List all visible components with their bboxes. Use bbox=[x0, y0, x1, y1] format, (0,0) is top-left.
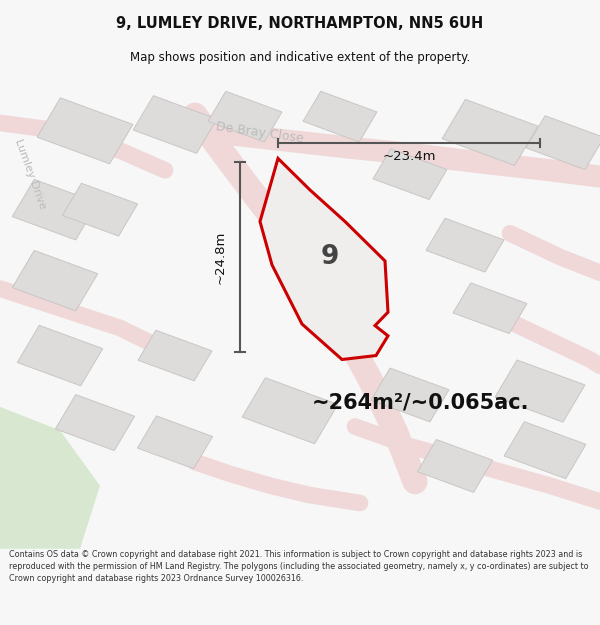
Polygon shape bbox=[12, 251, 98, 311]
Polygon shape bbox=[526, 116, 600, 169]
Text: ~264m²/~0.065ac.: ~264m²/~0.065ac. bbox=[311, 393, 529, 413]
Polygon shape bbox=[303, 91, 377, 142]
Text: 9, LUMLEY DRIVE, NORTHAMPTON, NN5 6UH: 9, LUMLEY DRIVE, NORTHAMPTON, NN5 6UH bbox=[116, 16, 484, 31]
Text: ~23.4m: ~23.4m bbox=[382, 151, 436, 163]
Polygon shape bbox=[208, 91, 282, 142]
Polygon shape bbox=[373, 149, 447, 199]
Polygon shape bbox=[495, 360, 585, 422]
Polygon shape bbox=[12, 179, 98, 240]
Polygon shape bbox=[37, 98, 133, 164]
Polygon shape bbox=[0, 407, 100, 549]
Polygon shape bbox=[442, 99, 538, 166]
Polygon shape bbox=[242, 378, 338, 444]
Polygon shape bbox=[504, 422, 586, 479]
Polygon shape bbox=[138, 330, 212, 381]
Text: 9: 9 bbox=[321, 244, 339, 270]
Polygon shape bbox=[426, 218, 504, 272]
Polygon shape bbox=[62, 183, 137, 236]
Polygon shape bbox=[137, 416, 212, 469]
Polygon shape bbox=[371, 368, 449, 422]
Polygon shape bbox=[17, 325, 103, 386]
Text: Contains OS data © Crown copyright and database right 2021. This information is : Contains OS data © Crown copyright and d… bbox=[9, 550, 589, 582]
Text: Lumley Drive: Lumley Drive bbox=[13, 138, 47, 211]
Polygon shape bbox=[133, 96, 217, 153]
Polygon shape bbox=[55, 394, 134, 451]
Text: Map shows position and indicative extent of the property.: Map shows position and indicative extent… bbox=[130, 51, 470, 64]
Polygon shape bbox=[418, 439, 493, 493]
Polygon shape bbox=[453, 283, 527, 334]
Text: Lumley Drive: Lumley Drive bbox=[282, 182, 338, 253]
Polygon shape bbox=[260, 158, 388, 359]
Text: ~24.8m: ~24.8m bbox=[214, 230, 227, 284]
Text: De Bray Close: De Bray Close bbox=[215, 121, 305, 146]
